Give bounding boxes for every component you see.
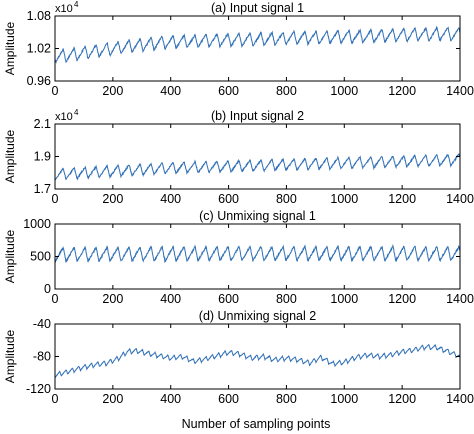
x-tick-label-2-4: 800: [276, 192, 297, 206]
y-tick-label-4-0: -120: [26, 382, 51, 396]
x-tick-label-4-0: 0: [52, 392, 59, 406]
x-tick-label-1-7: 1400: [446, 84, 474, 98]
x-tick-label-3-1: 200: [102, 292, 123, 306]
x-tick-label-4-3: 600: [218, 392, 239, 406]
x-tick-label-4-7: 1400: [446, 392, 474, 406]
chart-panel-2: 0 200 400 600 800 1000 1200 1400 1.7 1.9 2.1 (b) In…: [3, 108, 474, 206]
series-line-1: [55, 25, 460, 64]
x-tick-label-3-6: 1200: [388, 292, 416, 306]
series-line-3: [55, 243, 460, 264]
y-tick-label-2-2: 2.1: [34, 117, 51, 131]
chart-panel-1: 0 200 400 600 800 1000 1200 1400 0.96 1.02 1.08 (a)…: [3, 0, 474, 98]
panel-title-3: (c) Unmixing signal 1: [199, 209, 316, 223]
x-tick-label-4-6: 1200: [388, 392, 416, 406]
x-tick-label-4-2: 400: [160, 392, 181, 406]
chart-panel-4: 0 200 400 600 800 1000 1200 1400 -120 -80 -40 (d) U…: [3, 309, 474, 406]
x-tick-label-1-5: 1000: [330, 84, 358, 98]
x-tick-label-3-2: 400: [160, 292, 181, 306]
x-tick-label-2-2: 400: [160, 192, 181, 206]
x-tick-label-4-1: 200: [102, 392, 123, 406]
y-axis-label-2: Amplitude: [3, 130, 17, 184]
x-tick-label-3-3: 600: [218, 292, 239, 306]
x-tick-label-1-3: 600: [218, 84, 239, 98]
chart-panel-3: 0 200 400 600 800 1000 1200 1400 0 500 1000 (c) Unm…: [3, 209, 474, 306]
panel-title-2: (b) Input signal 2: [211, 109, 304, 123]
y-tick-label-4-1: -80: [33, 350, 51, 364]
x-tick-label-1-0: 0: [52, 84, 59, 98]
y-axis-label-1: Amplitude: [3, 22, 17, 76]
x-tick-label-2-1: 200: [102, 192, 123, 206]
series-line-2: [55, 153, 460, 181]
y-tick-label-3-1: 500: [30, 250, 51, 264]
y-tick-label-1-2: 1.08: [27, 9, 51, 23]
plot-frame-1: [54, 15, 461, 82]
x-tick-label-2-6: 1200: [388, 192, 416, 206]
y-axis-label-4: Amplitude: [3, 330, 17, 384]
y-tick-label-3-2: 1000: [23, 217, 51, 231]
x-tick-label-1-4: 800: [276, 84, 297, 98]
panel-title-4: (d) Unmixing signal 2: [199, 309, 316, 323]
x-tick-label-3-5: 1000: [330, 292, 358, 306]
x-tick-label-4-4: 800: [276, 392, 297, 406]
y-tick-label-4-2: -40: [33, 317, 51, 331]
exponent-power-2: 4: [74, 108, 79, 117]
panel-title-1: (a) Input signal 1: [211, 1, 304, 15]
y-tick-label-2-0: 1.7: [34, 182, 51, 196]
x-tick-label-3-0: 0: [52, 292, 59, 306]
y-tick-label-1-1: 1.02: [27, 42, 51, 56]
x-tick-label-1-6: 1200: [388, 84, 416, 98]
x-tick-label-3-4: 800: [276, 292, 297, 306]
exponent-label-1: x10: [55, 3, 73, 15]
x-tick-label-2-7: 1400: [446, 192, 474, 206]
x-tick-label-2-5: 1000: [330, 192, 358, 206]
x-tick-label-1-2: 400: [160, 84, 181, 98]
x-axis-label: Number of sampling points: [182, 417, 331, 431]
exponent-label-2: x10: [55, 111, 73, 123]
plot-frame-2: [54, 123, 461, 190]
x-tick-label-1-1: 200: [102, 84, 123, 98]
x-tick-label-3-7: 1400: [446, 292, 474, 306]
y-tick-label-3-0: 0: [44, 282, 51, 296]
y-axis-label-3: Amplitude: [3, 230, 17, 284]
x-tick-label-4-5: 1000: [330, 392, 358, 406]
x-tick-label-2-3: 600: [218, 192, 239, 206]
y-tick-label-1-0: 0.96: [27, 74, 51, 88]
plot-frame-3: [54, 223, 461, 290]
x-tick-label-2-0: 0: [52, 192, 59, 206]
exponent-power-1: 4: [74, 0, 79, 9]
y-tick-label-2-1: 1.9: [34, 150, 51, 164]
series-line-4: [55, 343, 460, 379]
